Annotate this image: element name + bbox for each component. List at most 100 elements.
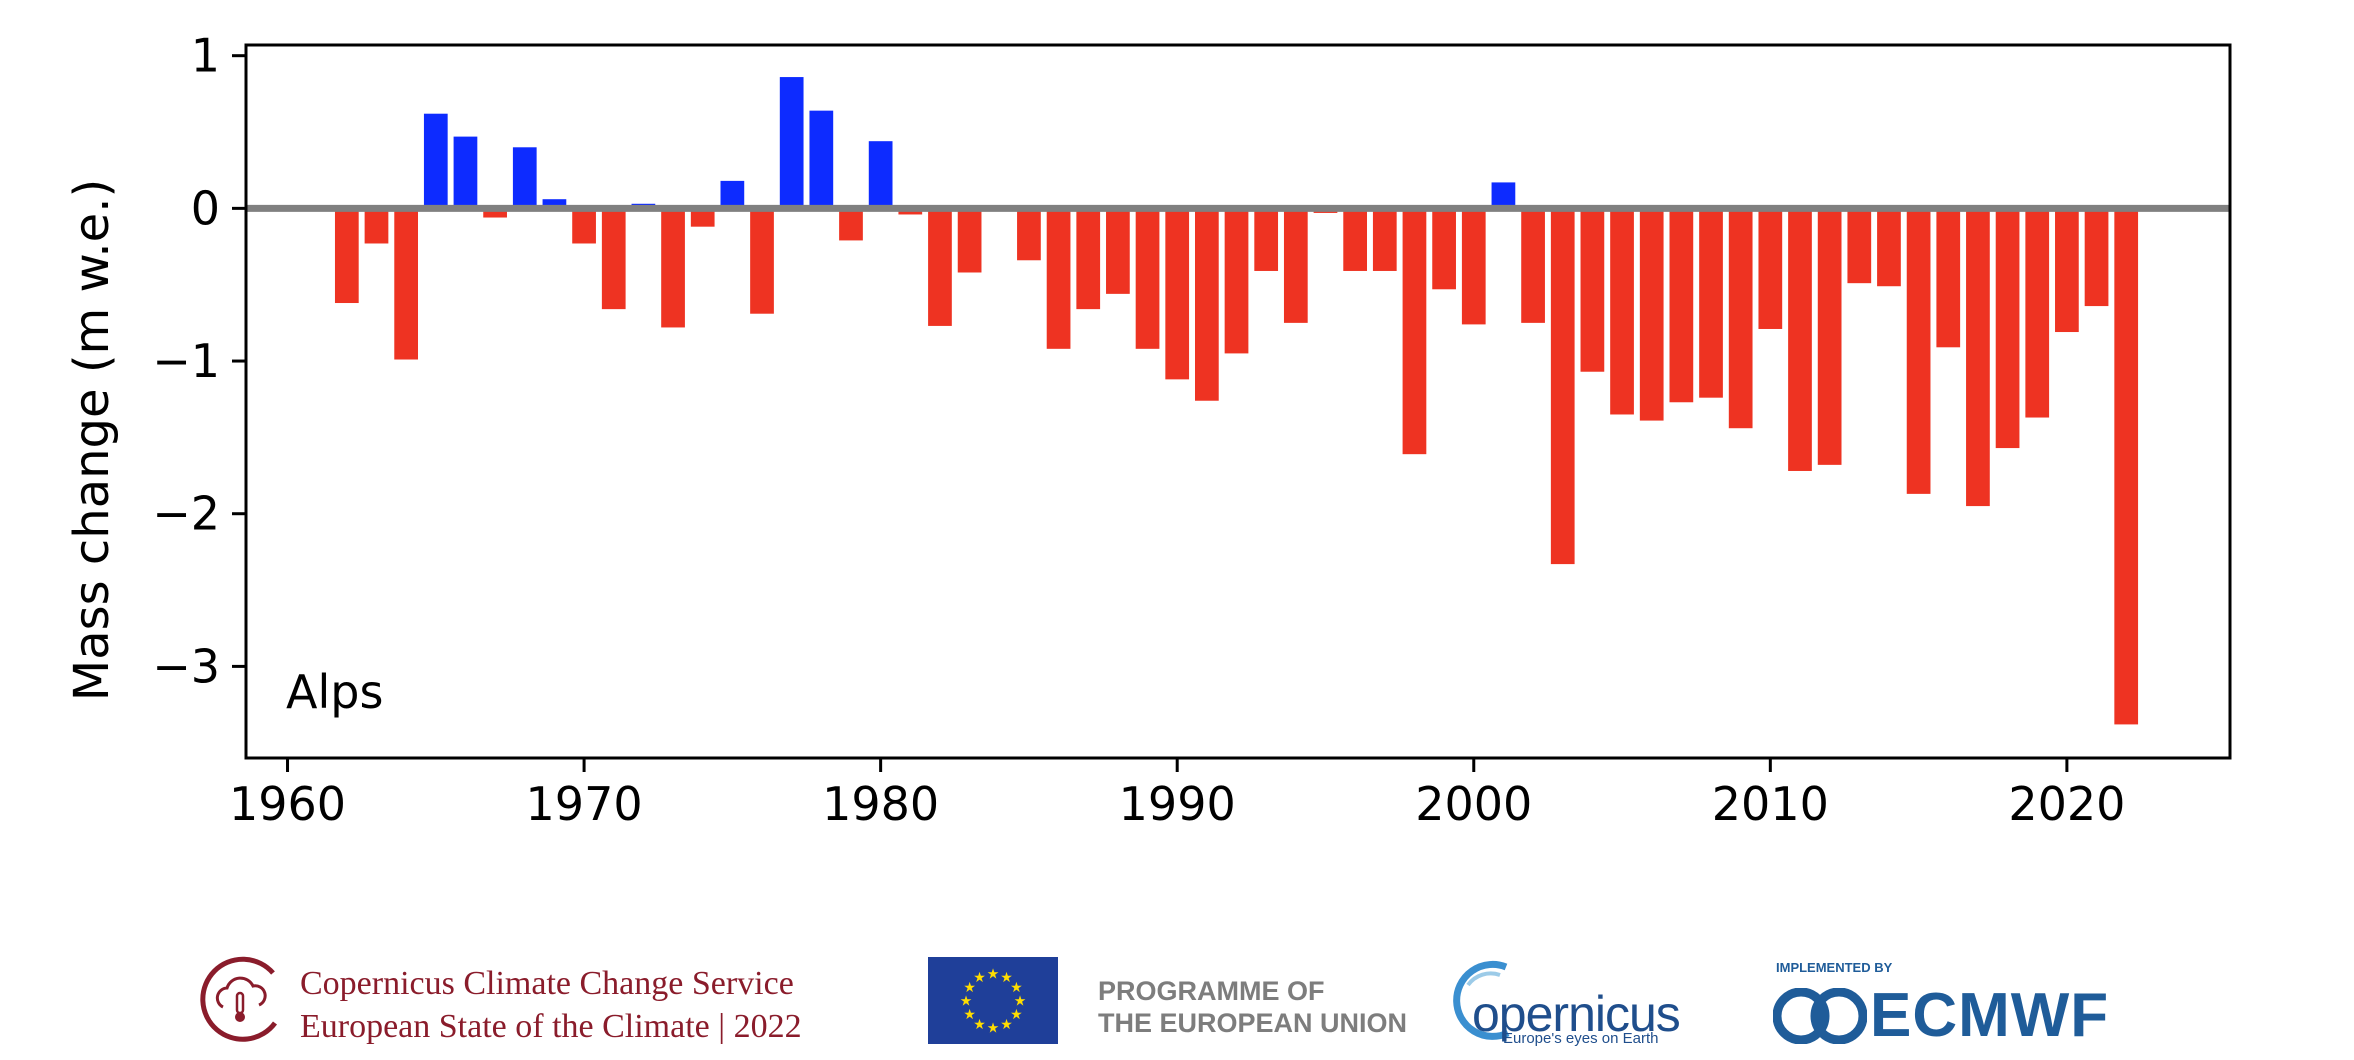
- bar-1979: [839, 208, 863, 241]
- bar-2017: [1966, 208, 1990, 507]
- bar-1982: [928, 208, 952, 326]
- bar-1965: [423, 113, 448, 209]
- bar-2012: [1817, 208, 1842, 465]
- bar-1966: [453, 136, 478, 209]
- bar-1976: [750, 208, 774, 314]
- x-tick-label-2010: 2010: [1712, 777, 1829, 831]
- y-tick-label--2: −2: [152, 487, 220, 541]
- bar-1962: [334, 208, 359, 304]
- bar-2016: [1936, 208, 1961, 348]
- bar-1973: [661, 208, 685, 328]
- copernicus-tagline: Europe's eyes on Earth: [1503, 1030, 1659, 1047]
- bar-1993: [1254, 208, 1279, 271]
- y-tick-label-1: 1: [191, 29, 220, 83]
- eu-star-icon: ★: [1000, 970, 1013, 986]
- x-axis: 1960 1970 1980 1990 2000 2010 2020: [229, 758, 2125, 831]
- eu-star-icon: ★: [987, 967, 1000, 983]
- mass-change-chart: 1960 1970 1980 1990 2000 2010 2020 1 0 −1 −2 −3 Ma…: [64, 29, 2232, 831]
- bar-1988: [1106, 208, 1130, 294]
- y-tick-label-0: 0: [191, 181, 220, 235]
- bar-2021: [2084, 208, 2109, 307]
- c3s-logo-icon: [200, 956, 278, 1042]
- bar-1985: [1017, 208, 1041, 261]
- y-tick-label--1: −1: [152, 334, 220, 388]
- bar-1986: [1046, 208, 1071, 349]
- bar-2019: [2025, 208, 2050, 418]
- bar-1980: [868, 141, 893, 209]
- y-tick-label--3: −3: [152, 639, 220, 693]
- bar-2013: [1847, 208, 1872, 284]
- region-label: Alps: [286, 665, 383, 719]
- eu-star-icon: ★: [973, 970, 986, 986]
- bar-2003: [1550, 208, 1575, 565]
- bar-1964: [394, 208, 419, 360]
- copernicus-logo-icon: [1453, 960, 1510, 1040]
- bar-1983: [957, 208, 982, 273]
- copernicus-wordmark: opernicus: [1472, 986, 1681, 1042]
- bar-1999: [1432, 208, 1456, 290]
- x-tick-label-1990: 1990: [1119, 777, 1236, 831]
- bar-1971: [601, 208, 626, 310]
- bar-1963: [364, 208, 389, 244]
- bar-2005: [1610, 208, 1634, 415]
- bar-2001: [1491, 182, 1516, 209]
- eu-line-2: THE EUROPEAN UNION: [1098, 1008, 1408, 1038]
- y-axis: 1 0 −1 −2 −3: [152, 29, 246, 693]
- bar-2006: [1639, 208, 1664, 421]
- bar-2018: [1995, 208, 2020, 449]
- x-tick-label-2000: 2000: [1415, 777, 1532, 831]
- eu-star-icon: ★: [973, 1017, 986, 1033]
- eu-star-icon: ★: [1010, 980, 1023, 996]
- eu-star-icon: ★: [1000, 1017, 1013, 1033]
- bar-2008: [1699, 208, 1723, 398]
- bar-1997: [1372, 208, 1397, 271]
- ecmwf-wordmark: ECMWF: [1870, 981, 2110, 1050]
- bar-1998: [1402, 208, 1427, 455]
- x-tick-label-2020: 2020: [2008, 777, 2125, 831]
- bars-group: [334, 77, 2139, 725]
- c3s-subtitle: European State of the Climate | 2022: [300, 1008, 802, 1045]
- bar-1970: [572, 208, 596, 244]
- bar-2010: [1758, 208, 1783, 329]
- c3s-text: Copernicus Climate Change Service Europe…: [300, 962, 802, 1048]
- bar-1969: [542, 199, 567, 209]
- x-tick-label-1970: 1970: [526, 777, 643, 831]
- bar-2015: [1906, 208, 1931, 494]
- y-axis-title: Mass change (m w.e.): [64, 179, 120, 701]
- eu-flag-icon: ★ ★★★★★★★★★★★: [928, 957, 1058, 1044]
- eu-star-icon: ★: [963, 1007, 976, 1023]
- eu-star-icon: ★: [987, 1021, 1000, 1037]
- bar-1975: [720, 180, 745, 209]
- bar-1967: [483, 208, 507, 218]
- eu-star-icon: ★: [1014, 994, 1027, 1010]
- bar-2020: [2055, 208, 2079, 333]
- bar-2002: [1521, 208, 1545, 323]
- bar-2000: [1461, 208, 1486, 325]
- eu-line-1: PROGRAMME OF: [1098, 976, 1325, 1006]
- bar-2022: [2114, 208, 2139, 725]
- bar-1978: [809, 110, 834, 209]
- bar-2007: [1669, 208, 1694, 403]
- bar-1991: [1194, 208, 1219, 401]
- bar-1987: [1076, 208, 1101, 310]
- bar-1994: [1283, 208, 1308, 323]
- eu-programme-text: PROGRAMME OF THE EUROPEAN UNION: [1098, 975, 1407, 1039]
- bar-2009: [1728, 208, 1753, 429]
- bar-1996: [1343, 208, 1368, 271]
- bar-1990: [1165, 208, 1190, 380]
- bar-2011: [1788, 208, 1812, 471]
- eu-star-icon: ★: [963, 980, 976, 996]
- eu-star-icon: ★: [1010, 1007, 1023, 1023]
- bar-1992: [1224, 208, 1249, 354]
- bar-1989: [1135, 208, 1160, 349]
- ecmwf-logo-icon: [1773, 988, 1867, 1044]
- eu-star-icon: ★: [960, 994, 973, 1010]
- c3s-title: Copernicus Climate Change Service: [300, 965, 794, 1002]
- x-tick-label-1960: 1960: [229, 777, 346, 831]
- plot-frame: [244, 43, 2232, 760]
- bar-2004: [1580, 208, 1605, 372]
- x-tick-label-1980: 1980: [822, 777, 939, 831]
- bar-1974: [690, 208, 715, 227]
- bar-1977: [779, 77, 804, 209]
- bar-1968: [512, 147, 537, 209]
